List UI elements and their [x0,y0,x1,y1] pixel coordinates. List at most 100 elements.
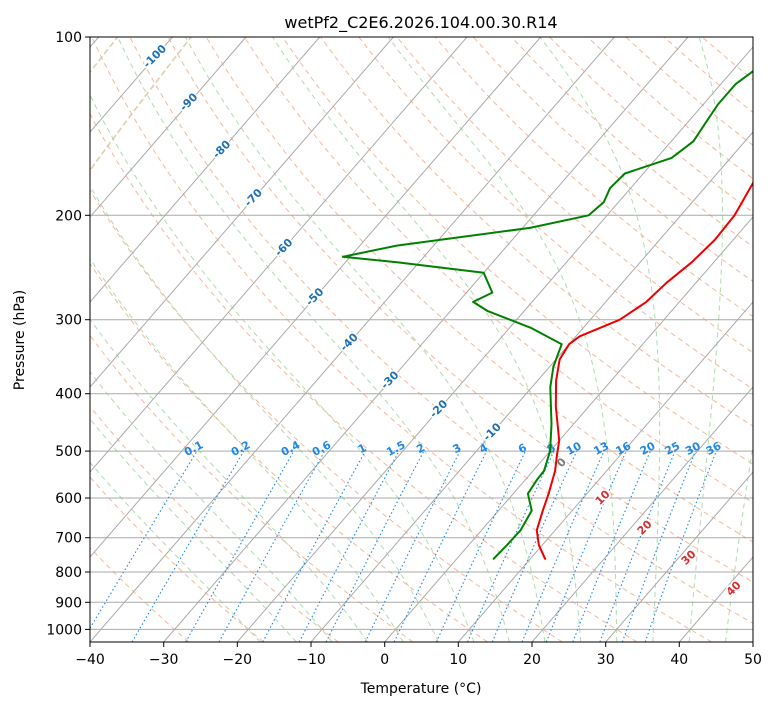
mixing-ratio-label: 25 [663,439,683,458]
mixing-ratio-line [621,450,697,642]
dry-adiabat-line [282,37,753,465]
mixing-ratio-label: 36 [704,439,724,458]
y-tick-label: 200 [55,208,82,224]
isotherm-line [457,301,753,642]
isotherm-line [605,471,753,642]
y-tick-label: 400 [55,387,82,403]
dry-adiabat-line [90,262,488,642]
dry-adiabat-line [701,37,753,81]
moist-adiabat-line [90,257,404,642]
moist-adiabat-line [90,418,297,642]
isotherm-line [310,131,753,642]
y-tick-label: 700 [55,531,82,547]
mixing-ratio-label: 0.2 [229,438,252,459]
mixing-ratio-label: 2 [414,441,427,456]
mixing-ratio-line [218,450,326,642]
dry-adiabat-line [396,37,753,354]
mixing-ratio-line [599,450,676,642]
mixing-ratio-line [262,450,366,642]
dry-adiabat-line [129,37,753,624]
isotherm-line [90,37,247,218]
isotherm-line [678,556,753,642]
background-lines [90,37,753,642]
y-axis-label: Pressure (hPa) [12,290,28,390]
y-tick-label: 1000 [46,622,82,638]
isotherm-line [90,37,394,388]
dry-adiabat-line [358,37,753,390]
isotherm-line [90,37,468,473]
mixing-ratio-line [644,450,717,642]
y-tick-label: 500 [55,444,82,460]
moist-adiabat-label: 40 [724,578,744,598]
moist-adiabat-line [387,37,618,642]
mixing-ratio-line [298,450,400,642]
moist-adiabat-line [90,318,369,642]
mixing-ratio-line [435,450,526,642]
mixing-ratio-label: 6 [516,441,529,456]
dry-adiabat-line [90,189,563,642]
mixing-ratio-label: 20 [638,439,658,458]
mixing-ratio-label: 1 [356,441,369,456]
isotherm-line [384,216,753,642]
mixing-ratio-label: 0.1 [182,438,205,459]
dry-adiabat-line [587,37,753,180]
moist-adiabat-line [90,461,261,642]
dry-adiabat-line [90,112,638,642]
dry-adiabat-line [434,37,753,318]
mixing-ratio-label: 3 [451,441,464,456]
y-tick-label: 800 [55,565,82,581]
plot-frame [89,36,754,643]
mixing-ratio-line [545,450,627,642]
mixing-ratio-label: 1.5 [384,438,407,459]
mixing-ratio-line [393,450,488,642]
moist-adiabat-label: 10 [593,487,613,507]
mixing-ratio-line [491,450,578,642]
mixing-ratio-line [185,450,295,642]
temperature-profile-line [535,180,753,560]
x-tick-label: −30 [149,652,179,668]
x-tick-label: 20 [523,652,541,668]
isotherm-line [163,37,689,642]
mixing-ratio-line [364,450,461,642]
mixing-ratio-line [572,450,651,642]
mixing-ratio-label: 10 [564,439,584,458]
dry-adiabat-line [90,476,264,642]
y-axis: 100 200 300 400 500 600 700 800 900 1000 [46,30,90,638]
isotherm-line [90,37,321,303]
x-tick-label: 50 [744,652,762,668]
dry-adiabat-line [90,405,339,642]
moist-adiabat-line [725,442,753,642]
moist-adiabat-line [272,37,582,642]
mixing-ratio-label: 13 [591,439,611,458]
y-tick-label: 900 [55,595,82,611]
dry-adiabat-line [549,37,753,213]
dewpoint-profile-line [341,69,753,560]
series-layer [341,69,753,560]
y-tick-label: 300 [55,313,82,329]
x-axis-label: Temperature (°C) [360,681,482,697]
mixing-ratio-label: 16 [614,439,634,458]
x-tick-label: 10 [449,652,467,668]
isotherm-line [236,46,753,642]
isotherm-label: -100 [141,42,170,71]
mixing-ratio-line [90,450,198,630]
x-tick-label: −10 [296,652,326,668]
moist-adiabat-line [539,37,661,642]
y-tick-label: 100 [55,30,82,46]
dry-adiabat-line [472,37,753,283]
moist-adiabat-line [117,37,510,642]
y-tick-label: 600 [55,491,82,507]
mixing-ratio-label: 0.6 [310,438,334,459]
isotherm-line [752,641,753,642]
x-tick-label: −20 [223,652,253,668]
moist-adiabat-line [184,37,546,642]
dry-adiabat-line [243,37,753,504]
mixing-ratio-label: 0.4 [279,438,303,459]
moist-adiabat-line [90,93,475,642]
mixing-ratio-line [466,450,555,642]
mixing-ratio-line [521,450,605,642]
x-tick-label: 40 [670,652,688,668]
moist-adiabat-label: 30 [679,547,699,567]
moist-adiabat-line [90,370,333,642]
